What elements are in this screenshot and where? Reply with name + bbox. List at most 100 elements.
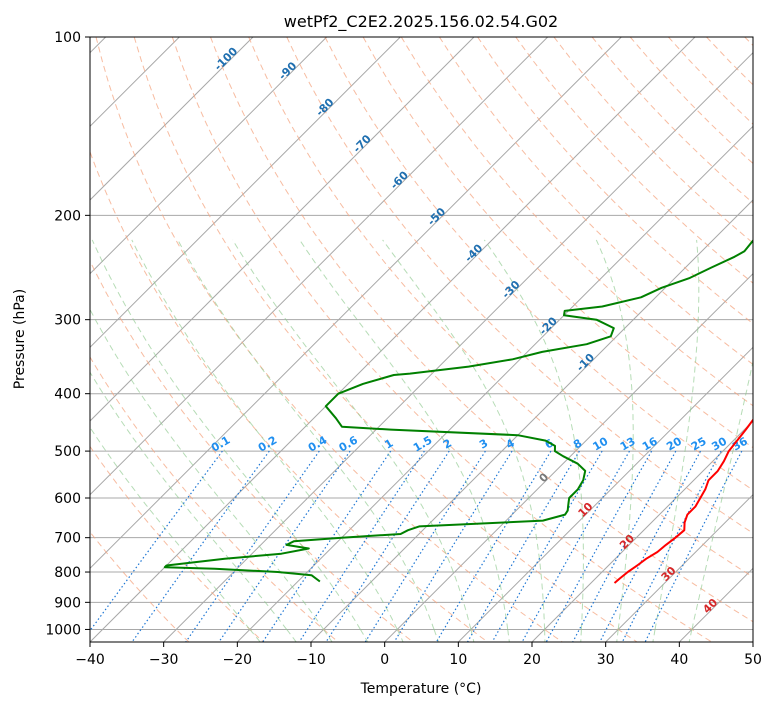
isotherm-label: -60 <box>388 168 411 191</box>
mixing-ratio-line <box>364 450 486 642</box>
isotherm-label: -10 <box>574 351 597 374</box>
x-tick-label: 30 <box>597 652 615 668</box>
moist-adiabat-line <box>688 629 693 642</box>
moist-adiabat-line <box>483 239 584 630</box>
isotherm-label: -70 <box>351 132 374 155</box>
moist-adiabat-line <box>382 239 546 630</box>
y-tick-label: 1000 <box>45 622 81 638</box>
dry-adiabat-line <box>90 356 339 642</box>
moist-adiabat-line <box>131 239 398 630</box>
y-tick-label: 300 <box>54 313 81 329</box>
moist-adiabat-line <box>177 239 435 630</box>
x-tick-label: 40 <box>670 652 688 668</box>
dry-adiabat-line <box>553 37 753 244</box>
plot-content: 0.1 0.2 0.4 0.6 1 1.5 2 3 4 6 8 10 13 16 20 25 30 36-100-… <box>90 37 753 642</box>
x-axis: −40 −30 −20 −10 0 10 20 30 40 50 <box>75 642 762 668</box>
isotherm-line <box>236 125 753 642</box>
chart-title: wetPf2_C2E2.2025.156.02.54.G02 <box>284 12 558 32</box>
dry-adiabat-line <box>133 37 638 642</box>
mixing-ratio-line <box>435 450 552 642</box>
isotherm-line <box>531 420 753 642</box>
isotherm-line <box>90 37 475 422</box>
dry-adiabat-line <box>324 37 753 491</box>
moist-adiabat-line <box>654 239 700 630</box>
mixing-ratio-line <box>90 450 223 632</box>
isotherm-line <box>752 641 753 642</box>
x-tick-label: −30 <box>149 652 179 668</box>
x-tick-label: 50 <box>744 652 762 668</box>
mixing-ratio-line <box>545 450 653 642</box>
isotherm-label: -50 <box>425 205 448 228</box>
moist-adiabat-line <box>616 629 619 642</box>
dry-adiabat-line <box>90 531 190 642</box>
mixing-ratio-line <box>325 450 450 642</box>
mixing-ratio-line <box>521 450 631 642</box>
moist-adiabat-line <box>299 239 509 630</box>
dry-adiabat-line <box>668 37 753 125</box>
moist-adiabat-line <box>359 629 369 642</box>
y-tick-label: 500 <box>54 444 81 460</box>
moist-adiabat-line <box>470 629 475 642</box>
moist-adiabat-line <box>90 371 288 630</box>
moist-adiabat-line <box>595 239 634 630</box>
dry-adiabat-line <box>286 37 753 534</box>
mixing-ratio-line <box>298 450 425 642</box>
x-tick-label: −10 <box>296 652 326 668</box>
moist-adiabat-line <box>396 629 404 642</box>
moist-adiabat-line <box>691 358 753 630</box>
moist-adiabat-line <box>652 629 656 642</box>
y-tick-label: 800 <box>54 565 81 581</box>
isotherm-line <box>90 37 622 570</box>
isotherm-line <box>90 37 254 201</box>
x-axis-title: Temperature (°C) <box>360 681 482 697</box>
mixing-ratio-line <box>572 450 677 642</box>
dewpoint-profile <box>163 239 753 583</box>
dry-adiabat-line <box>591 37 753 204</box>
isotherm-label: -20 <box>537 314 560 337</box>
mixing-ratio-line <box>599 450 702 642</box>
x-tick-label: 0 <box>380 652 389 668</box>
moist-adiabat-line <box>507 629 510 642</box>
y-tick-label: 700 <box>54 531 81 547</box>
isotherm-line <box>90 37 328 275</box>
mixing-ratio-label: 4 <box>504 436 517 451</box>
mixing-ratio-line <box>131 450 270 642</box>
dry-adiabat-line <box>95 37 563 642</box>
mixing-ratio-label: 2 <box>441 437 454 452</box>
mixing-ratio-line <box>621 450 722 642</box>
isotherm-label: 30 <box>659 564 679 584</box>
mixing-ratio-line <box>491 450 603 642</box>
dry-adiabat-line <box>438 37 753 366</box>
mixing-ratio-line <box>218 450 351 642</box>
x-tick-label: 20 <box>523 652 541 668</box>
dry-adiabat-line <box>90 259 414 642</box>
moist-adiabat-line <box>90 426 251 630</box>
temperature-profile <box>613 418 753 584</box>
moist-adiabat-line <box>323 629 333 642</box>
y-tick-label: 200 <box>54 208 81 224</box>
dry-adiabat-line <box>90 150 488 642</box>
isotherm-line <box>90 37 696 642</box>
plot-frame <box>89 36 754 643</box>
isotherm-label: 10 <box>576 500 596 520</box>
y-axis-title: Pressure (hPa) <box>12 289 28 389</box>
y-tick-label: 600 <box>54 491 81 507</box>
x-tick-label: −40 <box>75 652 105 668</box>
isotherm-line <box>678 567 753 642</box>
dry-adiabat-line <box>90 445 264 642</box>
isotherm-label: -100 <box>212 44 241 73</box>
isotherm-line <box>90 37 401 349</box>
dry-adiabat-line <box>706 37 753 86</box>
isotherm-line <box>384 272 753 642</box>
isotherm-label: -90 <box>276 59 299 82</box>
moist-adiabat-line <box>249 629 261 642</box>
moist-adiabat-line <box>286 629 297 642</box>
x-tick-label: 10 <box>449 652 467 668</box>
moist-adiabat-line <box>90 308 324 630</box>
dry-adiabat-line <box>248 37 753 578</box>
x-tick-label: −20 <box>223 652 253 668</box>
isotherm-label: -80 <box>313 96 336 119</box>
y-axis: 100 200 300 400 500 600 700 800 900 1000 <box>45 30 90 638</box>
